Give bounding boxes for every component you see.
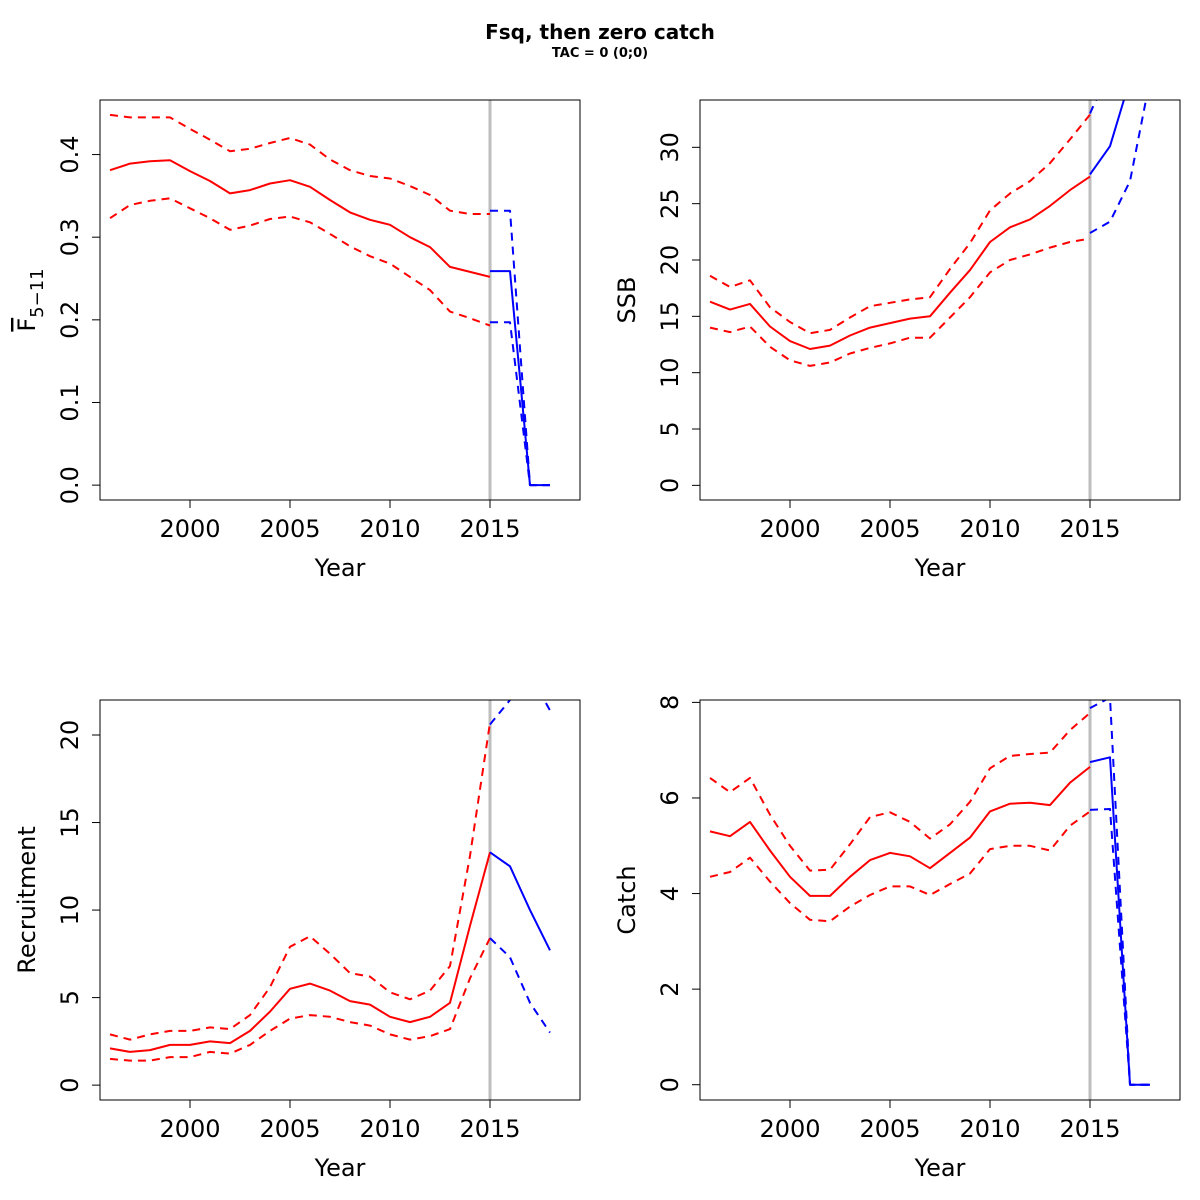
series-group [109,700,551,1062]
y-tick-label: 20 [656,245,684,276]
y-tick-label: 25 [656,188,684,219]
figure-title: Fsq, then zero catch [485,20,715,44]
figure-subtitle: TAC = 0 (0;0) [551,46,649,61]
x-tick-label: 2010 [359,515,420,543]
historic-median-line [709,766,1091,897]
y-tick-label: 0 [656,478,684,493]
y-axis-label: Recruitment [13,826,41,973]
forecast-median-line [489,851,551,951]
forecast-bound-line [489,937,551,1034]
y-tick-label: 0.0 [56,466,84,504]
chart-panel-2: 2000 2005 2010 2015 0 5 10 15 20 25 30 Year SSB [613,99,1181,582]
x-tick-label: 2005 [259,1115,320,1143]
historic-median-line [109,852,491,1053]
x-tick-label: 2000 [159,1115,220,1143]
x-tick-label: 2010 [959,1115,1020,1143]
y-tick-label: 0 [656,1077,684,1092]
y-tick-label: 0.3 [56,218,84,256]
historic-bound-line [109,113,490,215]
y-tick-label: 0.1 [56,383,84,421]
plot-frame [699,99,1181,501]
y-tick-label: 5 [656,421,684,436]
series-group [709,100,1148,367]
x-axis-label: Year [314,1154,366,1182]
series-group [109,113,550,487]
forecast-bound-line [1089,100,1148,234]
x-tick-label: 2005 [859,515,920,543]
y-axis-label: Catch [613,865,641,934]
x-tick-label: 2015 [1059,1115,1120,1143]
y-tick-label: 8 [656,695,684,710]
y-tick-label: 10 [56,895,84,926]
historic-bound-line [709,113,1091,335]
x-tick-label: 2000 [159,515,220,543]
y-axis-label-subscript: 5−11 [27,268,48,317]
x-tick-label: 2015 [459,1115,520,1143]
y-tick-label: 20 [56,720,84,751]
x-tick-label: 2005 [259,515,320,543]
y-tick-label: 5 [56,990,84,1005]
x-tick-label: 2010 [359,1115,420,1143]
forecast-bound-line [1089,100,1098,114]
x-axis-label: Year [914,554,966,582]
forecast-bound-line [1089,700,1150,1086]
plot-frame [99,699,581,1101]
y-axis-label-main: F [13,318,41,332]
y-tick-label: 2 [656,981,684,996]
historic-bound-line [109,722,491,1041]
series-group [709,700,1150,1086]
forecast-median-line [490,270,550,487]
historic-bound-line [109,937,491,1062]
y-tick-label: 0.4 [56,135,84,173]
y-tick-label: 6 [656,790,684,805]
x-tick-label: 2000 [759,515,820,543]
x-tick-label: 2015 [459,515,520,543]
chart-panel-4: 2000 2005 2010 2015 0 2 4 6 8 Year Catch [613,695,1181,1182]
historic-median-line [109,159,491,278]
historic-bound-line [709,712,1091,872]
x-tick-label: 2000 [759,1115,820,1143]
x-tick-label: 2005 [859,1115,920,1143]
forecast-bound-line [490,209,550,487]
x-axis-label: Year [314,554,366,582]
forecast-median-line [1089,756,1150,1086]
historic-bound-line [109,197,491,327]
forecast-bound-line [489,700,551,726]
forecast-bound-line [490,321,550,487]
forecast-bound-line [1089,808,1150,1086]
plot-frame [99,99,581,501]
historic-median-line [709,175,1091,350]
forecast-median-line [1089,100,1125,175]
y-tick-label: 0 [56,1077,84,1092]
x-axis-label: Year [914,1154,966,1182]
chart-panel-1: 2000 2005 2010 2015 0.0 0.1 0.2 0.3 0.4 Year F5−11 [13,99,581,582]
y-tick-label: 30 [656,132,684,163]
chart-panel-3: 2000 2005 2010 2015 0 5 10 15 20 Year Recruitment [13,699,581,1182]
y-tick-label: 10 [656,357,684,388]
historic-bound-line [709,237,1091,367]
plot-frame [699,699,1181,1101]
y-tick-label: 0.2 [56,301,84,339]
x-tick-label: 2010 [959,515,1020,543]
x-tick-label: 2015 [1059,515,1120,543]
y-tick-label: 15 [56,807,84,838]
y-tick-label: 15 [656,301,684,332]
y-tick-label: 4 [656,886,684,901]
historic-bound-line [709,810,1091,923]
y-axis-label: SSB [613,277,641,324]
y-axis-label: F5−11 [13,268,48,331]
